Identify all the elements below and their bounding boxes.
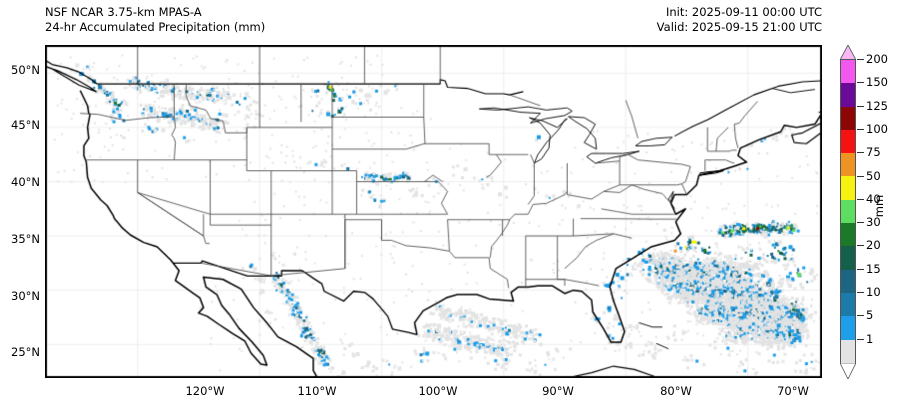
colorbar-band xyxy=(841,129,855,154)
colorbar-tick xyxy=(857,82,864,84)
longitude-tick-label: 80°W xyxy=(660,384,692,398)
colorbar-tick xyxy=(857,198,864,200)
colorbar-band xyxy=(841,339,855,363)
colorbar-tick xyxy=(857,315,864,317)
colorbar-tick-label: 100 xyxy=(866,121,888,136)
longitude-tick-label: 100°W xyxy=(418,384,458,398)
valid-time-label: Valid: 2025-09-15 21:00 UTC xyxy=(656,20,822,34)
latitude-tick-label: 50°N xyxy=(11,63,40,77)
colorbar-band xyxy=(841,60,855,84)
colorbar-tick-label: 15 xyxy=(866,261,881,276)
longitude-tick-label: 110°W xyxy=(297,384,337,398)
colorbar-tick-label: 50 xyxy=(866,168,881,183)
colorbar-band xyxy=(841,83,855,107)
colorbar-tick xyxy=(857,268,864,270)
title-block: NSF NCAR 3.75-km MPAS-A 24-hr Accumulate… xyxy=(45,5,265,35)
colorbar-band xyxy=(841,153,855,177)
model-name-line: NSF NCAR 3.75-km MPAS-A xyxy=(45,5,202,19)
colorbar-band xyxy=(841,199,855,224)
colorbar-over-arrow-icon xyxy=(840,45,856,60)
colorbar-tick-label: 150 xyxy=(866,75,888,90)
forecast-timestamp-block: Init: 2025-09-11 00:00 UTC Valid: 2025-0… xyxy=(657,5,822,35)
latitude-tick-label: 40°N xyxy=(11,175,40,189)
latitude-tick-label: 35°N xyxy=(11,232,40,246)
colorbar-tick xyxy=(857,245,864,247)
latitude-tick-label: 45°N xyxy=(11,118,40,132)
colorbar-tick-label: 1 xyxy=(866,331,874,346)
colorbar-tick-label: 75 xyxy=(866,145,881,160)
longitude-tick-label: 90°W xyxy=(542,384,574,398)
colorbar-tick xyxy=(857,105,864,107)
colorbar-band xyxy=(841,316,855,340)
longitude-tick-label: 120°W xyxy=(185,384,225,398)
colorbar-band xyxy=(841,292,855,317)
longitude-tick-label: 70°W xyxy=(777,384,809,398)
colorbar-tick xyxy=(857,152,864,154)
colorbar-tick xyxy=(857,292,864,294)
colorbar-tick-label: 20 xyxy=(866,238,881,253)
colorbar-tick xyxy=(857,338,864,340)
colorbar[interactable]: 1 5 10 15 20 30 40 50 75 100 125 150 200 xyxy=(838,45,888,379)
precipitation-map[interactable] xyxy=(45,45,822,378)
latitude-tick-label: 25°N xyxy=(11,345,40,359)
colorbar-band xyxy=(841,176,855,200)
colorbar-unit-label: mm xyxy=(872,194,886,218)
colorbar-tick-label: 30 xyxy=(866,215,881,230)
latitude-tick-label: 30°N xyxy=(11,289,40,303)
field-description-line: 24-hr Accumulated Precipitation (mm) xyxy=(45,20,266,34)
colorbar-gradient xyxy=(840,59,856,364)
colorbar-band xyxy=(841,246,855,270)
colorbar-tick xyxy=(857,222,864,224)
colorbar-tick-label: 125 xyxy=(866,98,888,113)
precipitation-field-canvas xyxy=(46,46,821,377)
init-time-label: Init: 2025-09-11 00:00 UTC xyxy=(666,5,822,19)
colorbar-band xyxy=(841,269,855,293)
colorbar-tick xyxy=(857,59,864,60)
colorbar-tick-label: 40 xyxy=(866,191,881,206)
colorbar-tick-label: 200 xyxy=(866,52,888,66)
colorbar-tick xyxy=(857,128,864,130)
colorbar-band xyxy=(841,106,855,130)
colorbar-tick-label: 10 xyxy=(866,285,881,300)
colorbar-tick xyxy=(857,175,864,177)
colorbar-tick-label: 5 xyxy=(866,308,874,323)
colorbar-band xyxy=(841,223,855,247)
colorbar-under-arrow-icon xyxy=(840,363,856,379)
